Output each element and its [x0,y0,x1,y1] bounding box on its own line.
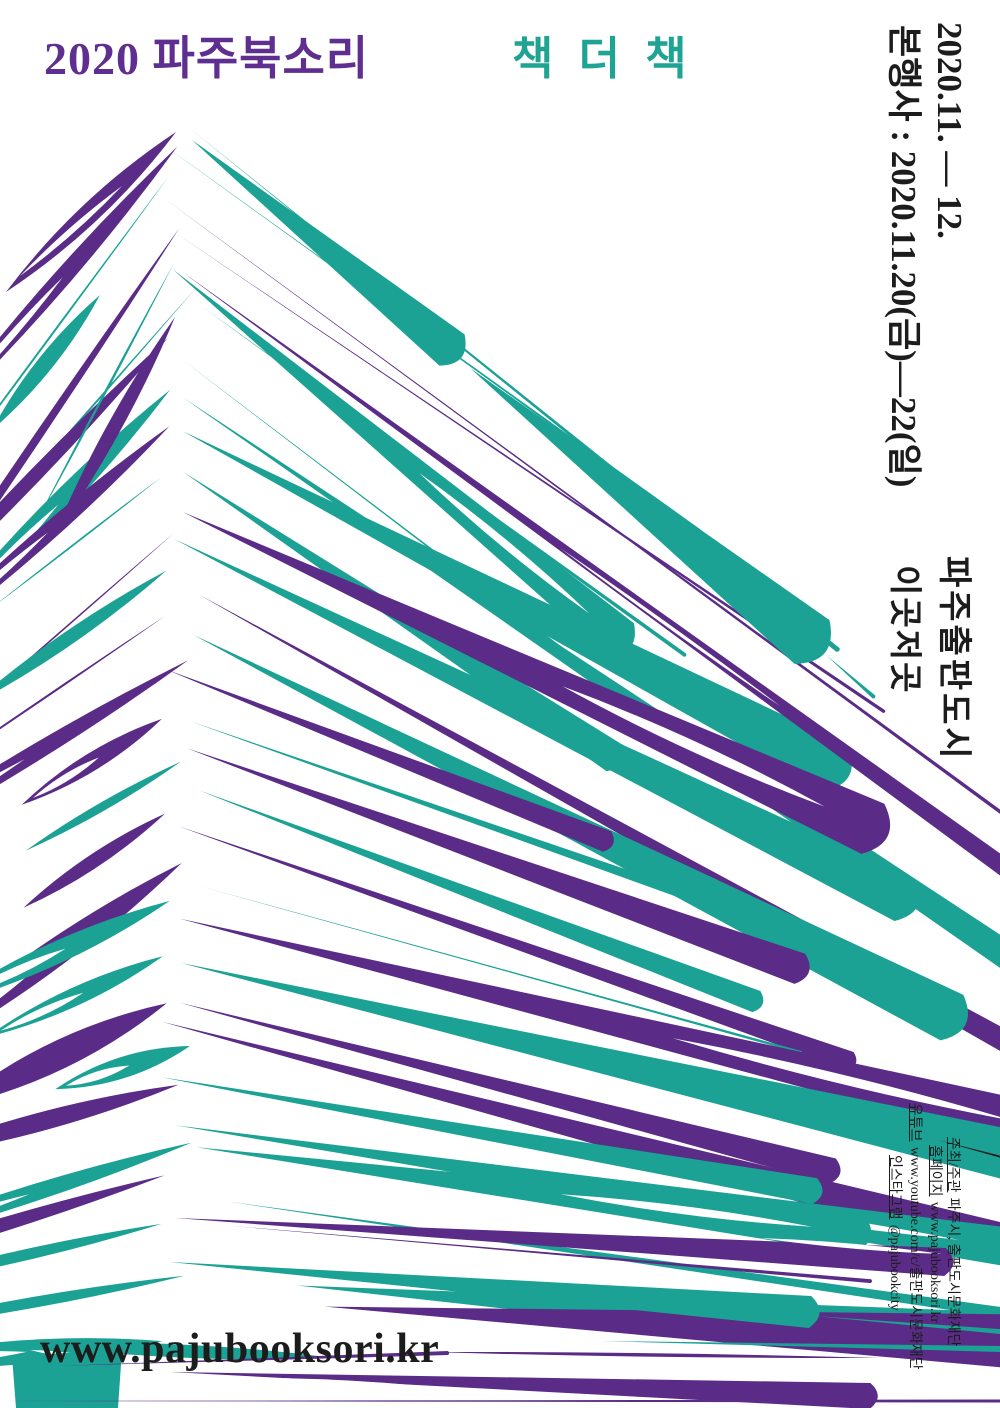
book-stroke [174,232,886,713]
book-stroke [198,885,803,1054]
book-stroke [58,1351,450,1366]
info-homepage-label: 홈페이지 [927,1145,942,1197]
info-instagram: 인스타그램 @pajubookcity [887,1155,902,1311]
book-stroke [0,277,63,355]
book-stroke [175,1218,954,1276]
book-stroke [23,813,166,908]
book-stroke [0,1194,30,1206]
poster-subtitle: 책 더 책 [512,34,694,84]
book-stroke [183,512,891,854]
book-stroke [0,992,84,1031]
info-organizer: 주최/주관파주시, 출판도시문화재단 [945,1137,960,1347]
book-stroke [65,1065,130,1086]
book-stroke [178,826,857,1071]
info-organizer-label: 주최/주관 [945,1137,960,1193]
book-stroke [0,1084,179,1142]
info-youtube-value: www.youtube.com/c/출판도시문화재단 [907,1146,922,1370]
book-stroke [0,175,170,407]
book-stroke [182,431,852,792]
book-stroke [181,271,1000,876]
book-stroke [179,1002,841,1184]
book-stroke [815,1316,1000,1335]
book-stroke [0,146,178,360]
book-stroke [196,1147,872,1254]
book-stroke [562,686,825,807]
main-event-date-text: 본행사 : 2020.11.20(금)—22(일) [884,25,923,488]
book-stroke [419,472,590,614]
book-stroke [0,570,167,690]
book-stroke [25,761,181,851]
venue-line-1: 파주출판도시 [935,556,972,762]
book-stroke [20,186,122,276]
book-stroke [200,790,764,1013]
book-stroke [0,1351,27,1357]
book-stroke [187,748,810,984]
book-stroke [0,426,170,585]
book-stroke [166,669,614,852]
website-url: www.pajubooksori.kr [40,1326,440,1372]
book-stroke [0,616,166,730]
book-stroke [0,1175,165,1233]
book-stroke [760,1238,942,1254]
book-stroke [32,263,174,530]
book-stroke [560,548,780,706]
book-stroke [324,1306,1000,1368]
book-stroke [25,1342,335,1360]
info-instagram-value: @pajubookcity [887,1224,902,1311]
book-stroke [0,660,189,785]
info-organizer-value: 파주시, 출판도시문화재단 [945,1197,960,1347]
book-stroke [0,948,66,984]
book-stroke [672,1038,1000,1119]
info-homepage-value: www.pajubooksori.kr [927,1201,942,1324]
book-stroke [228,1225,873,1284]
book-stroke [0,532,48,579]
book-stroke [0,1223,162,1267]
book-stroke [227,1201,1000,1318]
book-stroke [938,1140,1000,1158]
book-stroke [192,140,466,366]
book-stroke [180,918,1000,1141]
info-homepage: 홈페이지 www.pajubooksori.kr [927,1145,942,1324]
date-range-text: 2020.11. — 12. [930,22,969,239]
book-stroke [0,338,168,521]
book-stroke [430,1351,880,1359]
book-stroke [826,655,876,699]
book-stroke [0,295,100,423]
book-stroke [470,368,831,664]
book-stroke [174,539,920,921]
book-stroke [161,1077,823,1204]
info-youtube-label: 유튜브 [907,1103,922,1142]
book-stroke [0,1142,192,1213]
book-stroke [190,721,844,955]
book-stroke [170,1262,820,1328]
info-instagram-label: 인스타그램 [887,1155,902,1220]
book-stroke [33,757,99,798]
info-youtube: 유튜브 www.youtube.com/c/출판도시문화재단 [907,1103,922,1370]
book-stroke [0,1275,185,1314]
book-stroke [52,317,175,540]
book-stroke [0,1399,1000,1403]
book-stroke [0,900,170,988]
book-stroke [560,1194,812,1227]
venue-line-2: 이곳저곳 [886,565,922,695]
book-stroke [199,304,687,657]
book-stroke [181,963,1000,1179]
book-stroke [600,1341,1000,1352]
book-stroke [0,1003,167,1094]
book-stroke [0,476,162,602]
book-stroke [170,1372,878,1408]
book-stroke [0,228,180,501]
book-stroke [0,532,175,686]
book-stroke [255,1378,460,1390]
book-stroke [0,759,25,777]
poster-title: 2020 파주북소리 [44,33,370,84]
book-stroke [12,1350,122,1408]
